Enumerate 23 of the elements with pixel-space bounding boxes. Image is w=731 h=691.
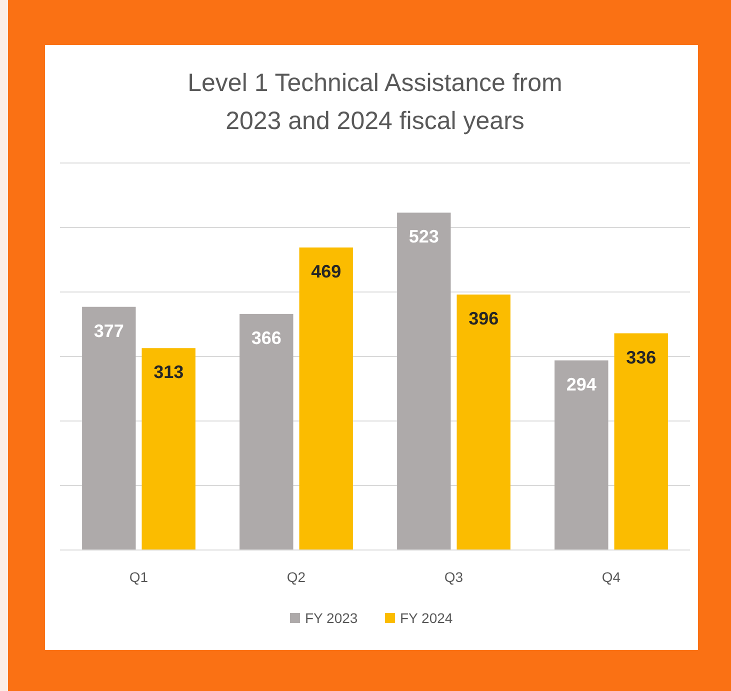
x-tick-label: Q2 [286,569,306,585]
bar [299,247,353,550]
data-label: 366 [251,328,282,348]
bar [82,306,136,550]
data-label: 336 [626,347,656,368]
x-tick-label: Q3 [444,569,464,585]
bar [142,348,196,550]
bar [554,360,608,550]
bar [397,212,451,550]
legend-label: FY 2023 [305,610,358,626]
legend-label: FY 2024 [400,610,453,626]
data-label: 396 [468,308,499,329]
bar [240,314,294,550]
data-label: 294 [566,374,596,394]
x-tick-label: Q4 [602,569,621,585]
bar [456,294,510,550]
data-label: 377 [94,320,124,341]
x-tick-label: Q1 [129,569,148,585]
data-label: 523 [408,226,439,247]
data-label: 313 [154,362,184,382]
data-label: 469 [311,261,342,282]
bar [614,333,668,550]
chart-title: Level 1 Technical Assistance from 2023 and 2024 fiscal years [188,69,562,135]
